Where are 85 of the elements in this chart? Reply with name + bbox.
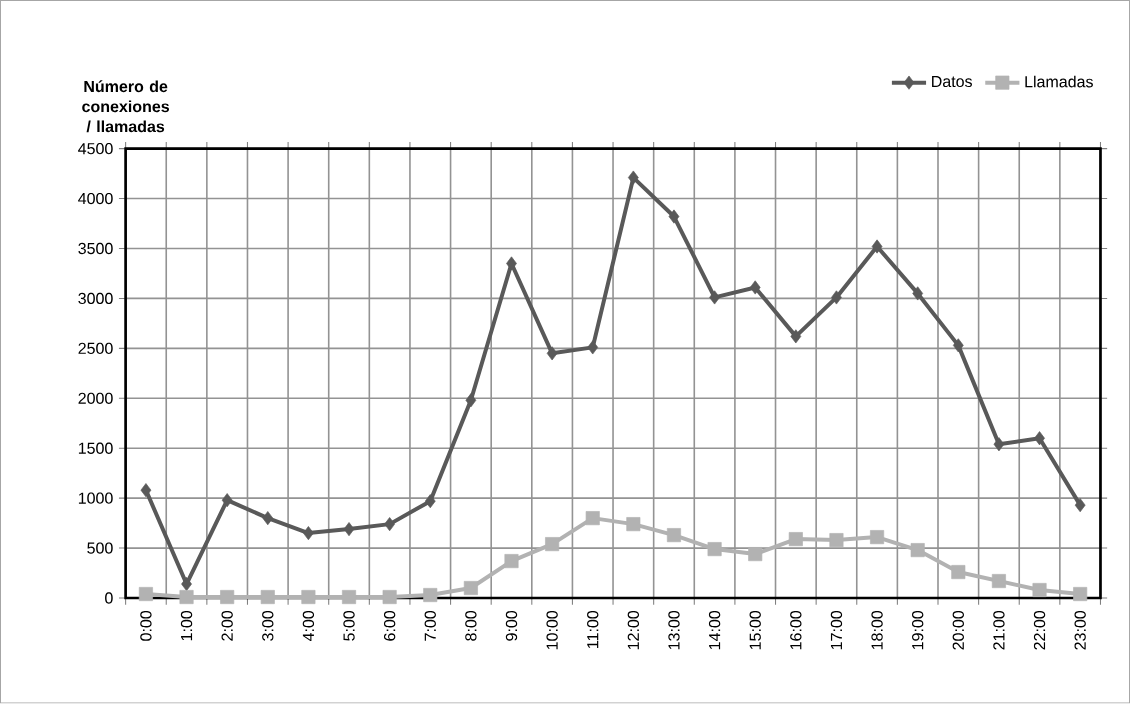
x-tick-label: 1:00 xyxy=(180,611,193,641)
x-tick-label: 17:00 xyxy=(830,611,843,650)
legend-label: Datos xyxy=(932,76,972,88)
point xyxy=(221,493,233,508)
x-tick-label: 13:00 xyxy=(668,611,680,650)
x-tick-label: 5:00 xyxy=(343,611,355,641)
point xyxy=(749,280,761,295)
point xyxy=(1034,431,1045,446)
point xyxy=(829,533,844,548)
x-tick-label: 20:00 xyxy=(952,611,964,650)
x-tick-label: 4:00 xyxy=(302,611,315,642)
point xyxy=(504,554,519,569)
x-tick-label: 6:00 xyxy=(383,611,396,641)
x-tick-label: 9:00 xyxy=(505,611,518,641)
point xyxy=(666,528,681,543)
point xyxy=(140,483,152,498)
point xyxy=(952,338,964,353)
x-tick-label: 19:00 xyxy=(912,611,924,650)
point xyxy=(951,565,966,580)
point xyxy=(1032,583,1047,598)
y-tick-label: 3000 xyxy=(78,292,113,305)
x-tick-label: 14:00 xyxy=(708,611,721,650)
point xyxy=(707,542,722,557)
point xyxy=(790,329,802,344)
y-axis-title: Número de conexiones / llamadas xyxy=(82,80,170,133)
x-tick-label: 3:00 xyxy=(262,611,274,642)
point xyxy=(871,239,883,254)
y-tick-label: 2000 xyxy=(78,392,113,405)
x-tick-label: 12:00 xyxy=(627,611,640,650)
point xyxy=(991,574,1006,589)
y-tick-label: 1500 xyxy=(78,442,113,455)
point xyxy=(463,581,478,596)
y-tick-label: 2500 xyxy=(78,342,113,355)
point xyxy=(910,543,925,558)
point xyxy=(831,290,842,305)
point xyxy=(626,517,641,532)
y-tick-label: 1000 xyxy=(78,492,113,504)
point xyxy=(993,437,1005,452)
y-tick-label: 500 xyxy=(87,542,113,554)
point xyxy=(1073,587,1088,602)
x-tick-label: 15:00 xyxy=(749,611,761,650)
point xyxy=(301,590,316,605)
x-tick-label: 21:00 xyxy=(993,611,1005,650)
point xyxy=(870,530,885,545)
point xyxy=(424,494,436,509)
x-tick-label: 18:00 xyxy=(871,611,883,650)
point xyxy=(220,590,235,605)
point xyxy=(506,256,517,271)
point xyxy=(260,590,275,605)
y-tick-label: 0 xyxy=(105,592,113,604)
point xyxy=(343,522,355,537)
y-tick-label: 4000 xyxy=(78,193,113,205)
x-tick-label: 11:00 xyxy=(587,611,599,649)
x-tick-label: 2:00 xyxy=(221,611,233,641)
point xyxy=(788,532,803,547)
point xyxy=(138,587,153,602)
point xyxy=(179,590,194,605)
x-tick-label: 8:00 xyxy=(465,611,477,641)
point xyxy=(668,209,680,224)
point xyxy=(628,170,639,185)
x-tick-label: 0:00 xyxy=(140,611,152,642)
point xyxy=(303,526,314,541)
x-tick-label: 10:00 xyxy=(546,611,558,650)
point xyxy=(546,346,558,361)
point xyxy=(748,547,763,562)
y-tick-label: 4500 xyxy=(78,143,113,155)
y-tick-label: 3500 xyxy=(78,243,113,255)
x-tick-label: 23:00 xyxy=(1074,611,1086,650)
legend-label: Llamadas xyxy=(1025,75,1093,88)
point xyxy=(587,340,599,355)
x-tick-label: 22:00 xyxy=(1033,611,1046,650)
point xyxy=(465,393,477,408)
point xyxy=(585,511,600,526)
point xyxy=(545,537,560,552)
x-tick-label: 7:00 xyxy=(424,611,436,641)
point xyxy=(912,286,924,301)
x-tick-label: 16:00 xyxy=(790,611,802,650)
point xyxy=(709,290,720,305)
point xyxy=(384,517,395,532)
point xyxy=(262,511,274,526)
point xyxy=(382,590,397,605)
point xyxy=(342,590,357,605)
point xyxy=(181,577,192,592)
point xyxy=(423,588,438,603)
point xyxy=(1074,498,1086,513)
